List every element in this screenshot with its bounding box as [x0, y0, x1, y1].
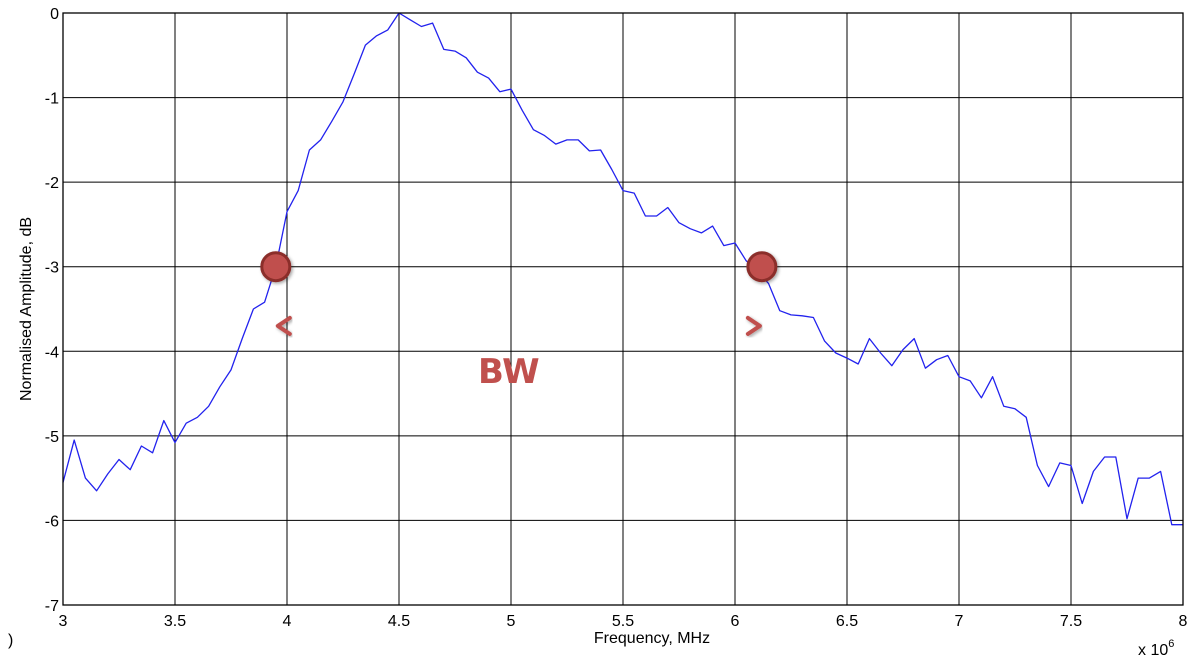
series-line [62, 12, 1183, 526]
x-tick-label: 4.5 [388, 613, 410, 630]
y-tick-label: -2 [45, 175, 59, 192]
x-tick-label: 3.5 [164, 613, 186, 630]
grid [62, 12, 1184, 606]
y-axis-ticks: 0 -1 -2 -3 -4 -5 -6 -7 [45, 6, 59, 615]
x-multiplier-exponent: 6 [1168, 638, 1174, 650]
x-axis-ticks: 3 3.5 4 4.5 5 5.5 6 6.5 7 7.5 8 [59, 613, 1188, 630]
x-multiplier-base: x 10 [1138, 642, 1168, 659]
x-tick-label: 5.5 [612, 613, 634, 630]
bw-3db-marker [260, 251, 292, 283]
bw-arrow-head-right [745, 315, 762, 336]
y-tick-label: -7 [45, 598, 59, 615]
x-tick-label: 6 [731, 613, 740, 630]
x-tick-label: 7 [955, 613, 964, 630]
series-layer [62, 12, 1183, 526]
y-axis-label: Normalised Amplitude, dB [18, 217, 35, 401]
x-axis-label: Frequency, MHz [594, 630, 710, 647]
y-tick-label: -6 [45, 513, 59, 530]
bandwidth-annotation [260, 251, 778, 336]
y-tick-label: -1 [45, 91, 59, 108]
bw-3db-marker [746, 251, 778, 283]
y-tick-label: 0 [50, 6, 59, 23]
bw-arrow-head-left [275, 315, 292, 336]
bw-label: BW [478, 352, 540, 392]
y-tick-label: -4 [45, 344, 59, 361]
y-tick-label: -3 [45, 260, 59, 277]
x-tick-label: 6.5 [836, 613, 858, 630]
plot-frame [62, 12, 1184, 606]
stray-label: ) [8, 632, 13, 649]
x-axis-multiplier: x 106 [1138, 638, 1174, 659]
x-tick-label: 4 [283, 613, 292, 630]
x-tick-label: 7.5 [1060, 613, 1082, 630]
y-tick-label: -5 [45, 429, 59, 446]
x-tick-label: 3 [59, 613, 68, 630]
x-tick-label: 5 [507, 613, 516, 630]
x-tick-label: 8 [1179, 613, 1188, 630]
